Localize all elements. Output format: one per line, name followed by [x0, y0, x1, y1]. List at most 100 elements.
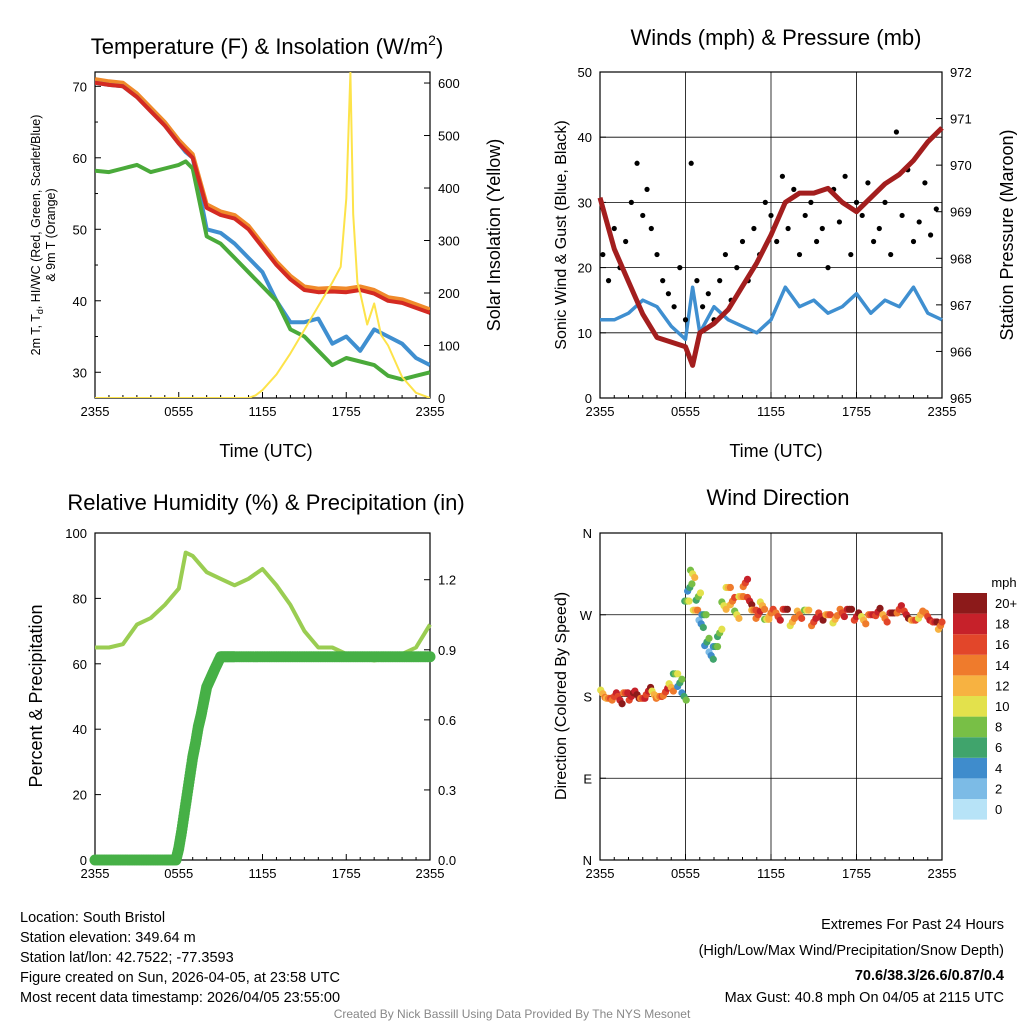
- colorbar-label: 2: [995, 781, 1002, 796]
- direction-point: [735, 614, 743, 622]
- direction-point: [819, 616, 827, 624]
- svg-text:2m T, Td, HI/WC (Red, Green, S: 2m T, Td, HI/WC (Red, Green, Scarlet/Blu…: [29, 115, 45, 356]
- rh-x-tick-label: 1755: [332, 866, 361, 881]
- wind-x-tick-label: 0555: [671, 404, 700, 419]
- gust-point: [605, 278, 612, 284]
- extremes-subtitle: (High/Low/Max Wind/Precipitation/Snow De…: [699, 943, 1004, 959]
- solar-y-axis-label: Solar Insolation (Yellow): [484, 139, 504, 331]
- wind-direction-title: Wind Direction: [706, 485, 849, 510]
- extremes-values: 70.6/38.3/26.6/0.87/0.4: [855, 968, 1004, 984]
- direction-point: [826, 611, 834, 619]
- temp-x-tick-label: 1155: [249, 404, 277, 419]
- gust-point: [677, 265, 683, 271]
- gust-point: [922, 180, 928, 186]
- gust-point: [808, 199, 814, 205]
- precip-right-y-tick-label: 0.6: [438, 713, 456, 728]
- precip-point: [424, 651, 436, 663]
- pressure-right-y-tick-label: 972: [950, 65, 972, 80]
- series-hi-wc-line: [95, 80, 430, 367]
- direction-point: [699, 623, 707, 632]
- rh-y-axis-label: Percent & Precipitation: [26, 604, 46, 787]
- wind-left-y-tick-label: 20: [578, 261, 592, 276]
- wind-y-axis-label: Sonic Wind & Gust (Blue, Black): [553, 120, 570, 349]
- series-solar-line: [95, 72, 430, 398]
- direction-point: [862, 620, 870, 628]
- rh-left-y-tick-label: 100: [65, 526, 87, 541]
- direction-point: [722, 605, 730, 613]
- temp-x-tick-label: 0555: [164, 404, 193, 419]
- solar-right-y-tick-label: 100: [438, 339, 460, 354]
- max-gust-text: Max Gust: 40.8 mph On 04/05 at 2115 UTC: [725, 990, 1004, 1006]
- wind-left-y-tick-label: 0: [585, 391, 592, 406]
- colorbar-label: 10: [995, 699, 1009, 714]
- dir-x-tick-label: 0555: [671, 866, 700, 881]
- direction-point: [674, 670, 682, 678]
- pressure-right-y-tick-label: 968: [950, 251, 972, 266]
- gust-point: [694, 278, 700, 284]
- temp-plot: 2355 0555 1155 1755 2355 30 40 50 60 70 0 100 200 300…: [73, 71, 460, 419]
- direction-point: [694, 606, 702, 614]
- direction-point: [688, 580, 696, 588]
- colorbar-label: 18: [995, 617, 1009, 632]
- solar-right-y-tick-label: 500: [438, 129, 460, 144]
- colorbar-label: 4: [995, 761, 1002, 776]
- direction-point: [678, 675, 686, 683]
- gust-point: [768, 212, 774, 219]
- colorbar-swatch: [953, 757, 987, 779]
- location-text: Location: South Bristol: [20, 910, 165, 926]
- precip-right-y-tick-label: 0.9: [438, 643, 456, 658]
- dir-x-tick-label: 2355: [928, 866, 957, 881]
- gust-point: [836, 219, 843, 225]
- colorbar-swatch: [953, 654, 987, 676]
- gust-point: [888, 251, 894, 258]
- direction-point: [798, 614, 806, 622]
- direction-point: [840, 612, 848, 621]
- direction-point: [718, 625, 726, 633]
- colorbar-swatch: [953, 675, 987, 696]
- wind-chart-title: Winds (mph) & Pressure (mb): [631, 25, 922, 50]
- dir-left-y-tick-label: W: [580, 608, 593, 623]
- gust-point: [779, 173, 786, 179]
- direction-point: [847, 605, 856, 613]
- temp-left-y-tick-label: 70: [73, 79, 87, 94]
- wind-plot: 2355 0555 1155 1755 235501020304050965966967…: [578, 65, 972, 419]
- precip-right-y-tick-label: 0.3: [438, 783, 456, 798]
- gust-point: [634, 160, 640, 166]
- direction-point: [805, 606, 813, 614]
- temp-y-axis-label: 2m T, Td, HI/WC (Red, Green, Scarlet/Blu…: [29, 115, 58, 356]
- gust-point: [644, 186, 650, 192]
- gust-point: [796, 251, 803, 258]
- direction-point: [783, 605, 791, 613]
- gust-point: [882, 199, 888, 205]
- colorbar-label: 20+: [995, 596, 1017, 611]
- extremes-title: Extremes For Past 24 Hours: [821, 917, 1004, 933]
- gust-point: [628, 199, 634, 205]
- colorbar-swatch: [953, 634, 987, 655]
- direction-point: [618, 700, 626, 708]
- direction-point: [709, 655, 717, 663]
- colorbar-label: 14: [995, 658, 1009, 673]
- gust-point: [928, 232, 934, 238]
- colorbar-label: 8: [995, 720, 1002, 735]
- gust-point: [842, 173, 848, 179]
- temp-chart-title: Temperature (F) & Insolation (W/m2): [91, 32, 444, 59]
- direction-point: [776, 616, 784, 624]
- dir-left-y-tick-label: E: [583, 771, 592, 786]
- solar-right-y-tick-label: 400: [438, 181, 460, 196]
- rh-x-tick-label: 0555: [164, 866, 193, 881]
- gust-point: [933, 206, 939, 212]
- colorbar-swatch: [953, 613, 987, 635]
- direction-y-axis-label: Direction (Colored By Speed): [553, 592, 570, 800]
- wind-x-tick-label: 1755: [842, 404, 871, 419]
- gust-point: [722, 251, 729, 258]
- series-9m-t-line: [95, 77, 430, 312]
- gust-point: [705, 291, 711, 297]
- colorbar-swatch: [953, 593, 987, 614]
- direction-point: [702, 611, 710, 619]
- wind-x-axis-label: Time (UTC): [729, 441, 822, 461]
- direction-point: [876, 604, 884, 612]
- dir-x-tick-label: 1755: [842, 866, 871, 881]
- solar-right-y-tick-label: 200: [438, 286, 460, 301]
- recent-data-text: Most recent data timestamp: 2026/04/05 2…: [20, 990, 340, 1006]
